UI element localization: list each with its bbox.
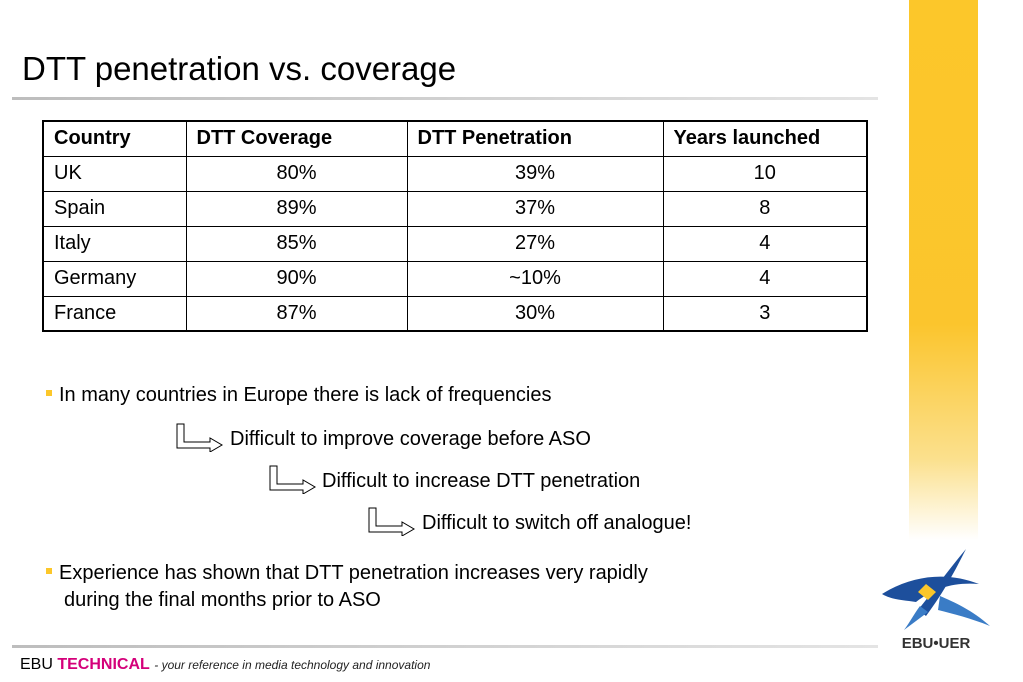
cell-coverage: 90% [185, 260, 408, 297]
logo-text: EBU•UER [902, 635, 971, 652]
cell-years: 10 [662, 155, 868, 192]
table-header-row: Country DTT Coverage DTT Penetration Yea… [42, 120, 868, 157]
header-years: Years launched [662, 120, 868, 157]
cell-coverage: 85% [185, 225, 408, 262]
header-penetration: DTT Penetration [406, 120, 664, 157]
table-row: Italy 85% 27% 4 [42, 225, 868, 262]
footer: EBU TECHNICAL - your reference in media … [20, 656, 430, 674]
ebu-uer-logo: EBU•UER [882, 549, 990, 652]
arrow-text: Difficult to switch off analogue! [422, 512, 692, 534]
title-divider [12, 97, 878, 100]
cell-coverage: 80% [185, 155, 408, 192]
arrow-text: Difficult to improve coverage before ASO [230, 428, 591, 450]
bullet-square-icon [46, 567, 52, 574]
bent-arrow-icon [176, 423, 223, 452]
header-country: Country [42, 120, 187, 157]
cell-penetration: 37% [406, 190, 664, 227]
bullet-text: In many countries in Europe there is lac… [59, 384, 552, 406]
table-row: Spain 89% 37% 8 [42, 190, 868, 227]
cell-penetration: ~10% [406, 260, 664, 297]
cell-penetration: 30% [406, 295, 664, 332]
cell-country: Italy [42, 225, 187, 262]
table-row: Germany 90% ~10% 4 [42, 260, 868, 297]
dtt-table: Country DTT Coverage DTT Penetration Yea… [42, 120, 868, 332]
table-row: France 87% 30% 3 [42, 295, 868, 332]
footer-technical: TECHNICAL [57, 656, 150, 673]
cell-years: 4 [662, 225, 868, 262]
bullet-frequencies: In many countries in Europe there is lac… [46, 384, 551, 407]
cell-years: 4 [662, 260, 868, 297]
bent-arrow-icon [269, 465, 316, 494]
cell-coverage: 87% [185, 295, 408, 332]
cell-penetration: 27% [406, 225, 664, 262]
bullet-square-icon [46, 389, 52, 396]
footer-divider [12, 645, 878, 648]
cell-years: 8 [662, 190, 868, 227]
cell-coverage: 89% [185, 190, 408, 227]
bullet-text: Experience has shown that DTT penetratio… [59, 562, 648, 584]
cell-penetration: 39% [406, 155, 664, 192]
bent-arrow-icon [368, 507, 415, 536]
table-row: UK 80% 39% 10 [42, 155, 868, 192]
footer-ebu: EBU [20, 656, 53, 673]
cell-country: Germany [42, 260, 187, 297]
cell-country: UK [42, 155, 187, 192]
bullet-experience: Experience has shown that DTT penetratio… [46, 562, 648, 585]
footer-tagline: - your reference in media technology and… [154, 658, 431, 672]
arrow-text: Difficult to increase DTT penetration [322, 470, 641, 492]
cell-years: 3 [662, 295, 868, 332]
cell-country: Spain [42, 190, 187, 227]
cell-country: France [42, 295, 187, 332]
side-accent-bar [909, 0, 978, 540]
header-coverage: DTT Coverage [185, 120, 408, 157]
bullet-experience-continued: during the final months prior to ASO [64, 589, 381, 611]
page-title: DTT penetration vs. coverage [22, 50, 457, 87]
